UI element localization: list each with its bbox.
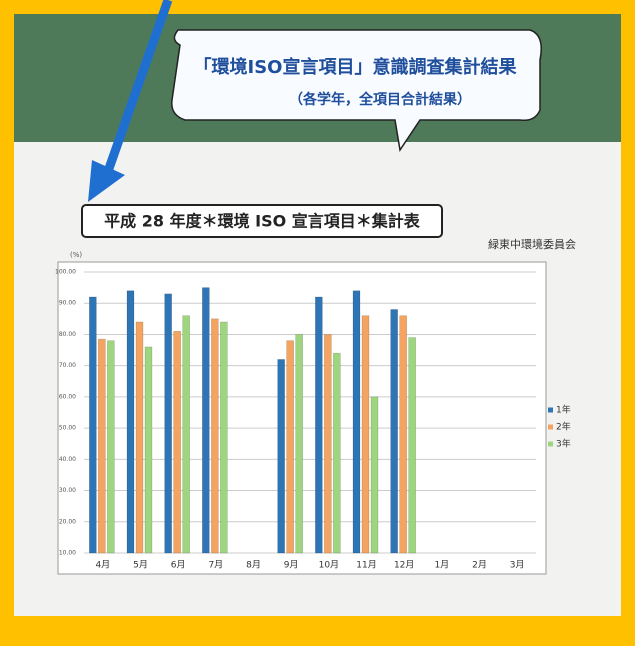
bar <box>315 296 323 554</box>
y-tick-label: 40.00 <box>59 456 76 463</box>
bar <box>277 359 285 554</box>
chart-subtitle: 緑東中環境委員会 <box>488 237 576 251</box>
bar <box>333 352 341 554</box>
bar <box>89 296 97 554</box>
bar <box>399 315 407 554</box>
bar <box>98 338 106 554</box>
legend-swatch <box>548 441 553 447</box>
x-tick-label: 10月 <box>319 560 339 571</box>
x-tick-label: 3月 <box>510 560 525 571</box>
legend-swatch <box>548 424 553 430</box>
y-label: (%) <box>70 251 82 259</box>
legend-swatch <box>548 407 553 413</box>
arrow-head <box>88 160 125 202</box>
bar <box>182 315 190 554</box>
bar <box>370 396 379 554</box>
y-tick-label: 30.00 <box>59 487 76 494</box>
bar <box>164 293 172 554</box>
chart-title: 平成 28 年度＊環境 ISO 宣言項目＊集計表 <box>104 212 421 231</box>
x-tick-label: 4月 <box>95 560 110 571</box>
bar <box>173 331 181 554</box>
bar <box>390 309 398 554</box>
bar <box>286 340 294 554</box>
x-tick-label: 12月 <box>394 560 414 571</box>
bar <box>295 334 303 554</box>
y-tick-label: 90.00 <box>59 300 76 307</box>
y-tick-label: 100.00 <box>55 269 76 276</box>
bar <box>220 321 228 554</box>
x-tick-label: 2月 <box>472 560 487 571</box>
bar <box>361 315 370 554</box>
y-tick-label: 20.00 <box>59 518 76 525</box>
y-tick-label: 10.00 <box>59 550 76 557</box>
y-tick-label: 70.00 <box>59 362 76 369</box>
bar <box>144 346 153 554</box>
arrow-shaft <box>100 0 173 182</box>
y-tick-label: 60.00 <box>59 393 76 400</box>
x-tick-label: 8月 <box>246 560 261 571</box>
bar <box>352 290 361 554</box>
bar <box>126 290 135 554</box>
x-tick-label: 7月 <box>208 560 223 571</box>
title-box <box>81 204 443 238</box>
bar <box>107 340 115 554</box>
legend-label: 2年 <box>556 421 571 433</box>
legend-label: 1年 <box>556 404 571 416</box>
bar <box>408 337 416 554</box>
x-tick-label: 5月 <box>133 560 148 571</box>
y-tick-label: 50.00 <box>59 425 76 432</box>
x-tick-label: 9月 <box>284 560 299 571</box>
bubble-subtitle: （各学年，全項目合計結果） <box>289 91 471 108</box>
bubble-title: 「環境ISO宣言項目」意識調査集計結果 <box>194 56 518 78</box>
bar <box>135 321 144 554</box>
bar <box>202 287 210 554</box>
bar <box>211 318 219 554</box>
x-tick-label: 6月 <box>171 560 186 571</box>
legend-label: 3年 <box>556 438 571 450</box>
x-tick-label: 1月 <box>434 560 449 571</box>
y-tick-label: 80.00 <box>59 331 76 338</box>
bar <box>324 334 332 554</box>
x-tick-label: 11月 <box>356 560 376 571</box>
speech-bubble <box>171 29 542 152</box>
